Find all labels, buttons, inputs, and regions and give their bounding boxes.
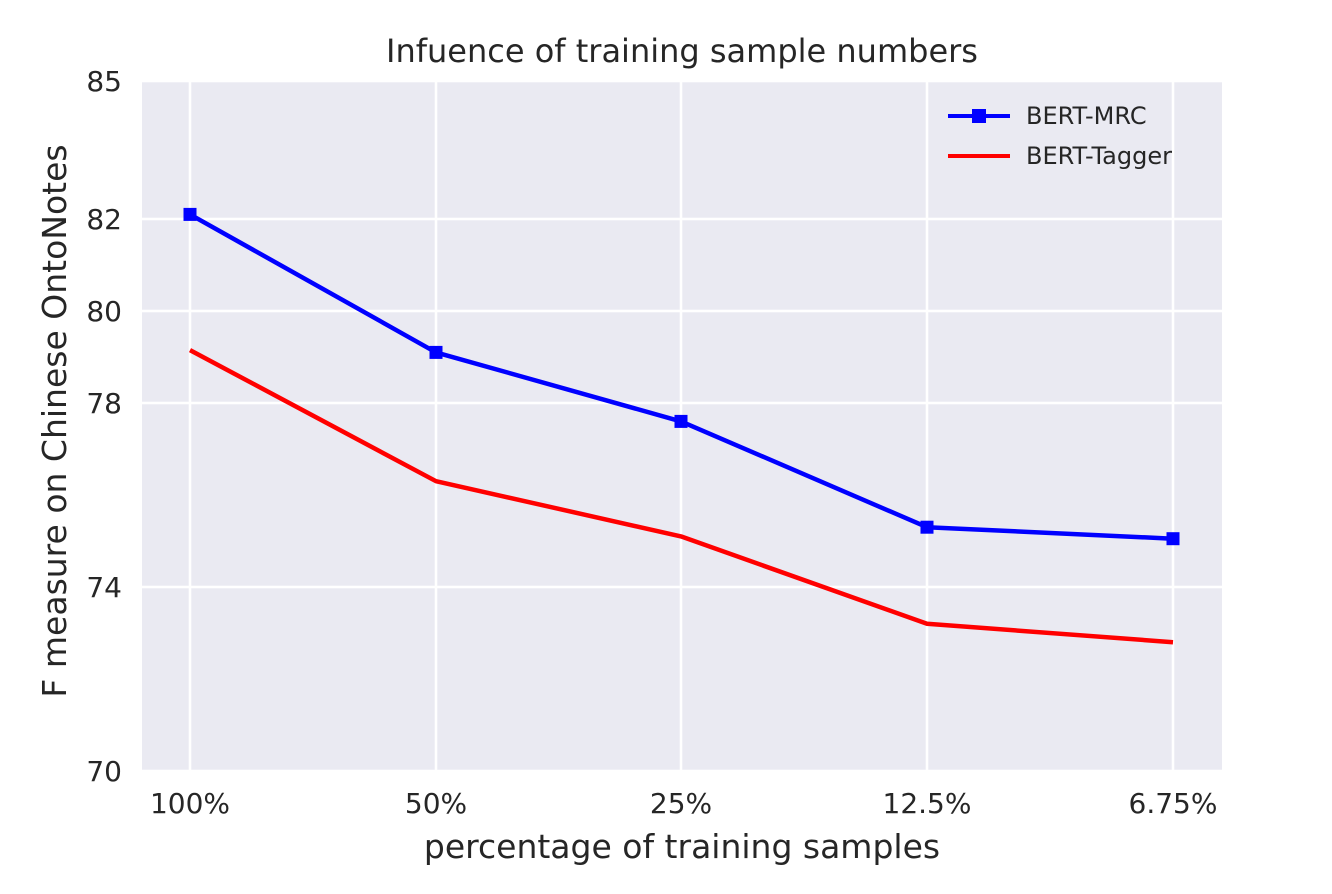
y-tick-labels: 70 74 78 80 82 85 [86, 65, 122, 788]
x-tick-label-2: 25% [650, 787, 712, 820]
grid-lines [142, 79, 1222, 773]
x-tick-label-1: 50% [405, 787, 467, 820]
series-line-bert-tagger [188, 348, 1174, 645]
x-tick-labels: 100% 50% 25% 12.5% 6.75% [150, 787, 1218, 820]
legend-marker-bert-mrc [972, 109, 986, 123]
y-tick-label-3: 80 [86, 295, 122, 328]
y-axis-label: F measure on Chinese OntoNotes [35, 144, 74, 697]
x-tick-label-3: 12.5% [883, 787, 972, 820]
y-tick-label-5: 85 [86, 65, 122, 98]
x-axis-label: percentage of training samples [424, 827, 940, 866]
x-tick-label-4: 6.75% [1129, 787, 1218, 820]
y-tick-label-2: 78 [86, 387, 122, 420]
y-tick-label-0: 70 [86, 755, 122, 788]
point-bert-mrc-4 [1166, 532, 1180, 546]
point-bert-mrc-1 [429, 345, 443, 359]
point-bert-mrc-3 [920, 520, 934, 534]
legend-label-bert-mrc: BERT-MRC [1026, 102, 1147, 130]
point-bert-mrc-2 [674, 414, 688, 428]
y-tick-label-1: 74 [86, 571, 122, 604]
series-layer [183, 207, 1180, 645]
y-tick-label-4: 82 [86, 203, 122, 236]
legend-label-bert-tagger: BERT-Tagger [1026, 142, 1172, 170]
legend: BERT-MRC BERT-Tagger [948, 102, 1172, 170]
point-bert-mrc-0 [183, 207, 197, 221]
chart-title: Infuence of training sample numbers [386, 32, 978, 70]
x-tick-label-0: 100% [150, 787, 230, 820]
